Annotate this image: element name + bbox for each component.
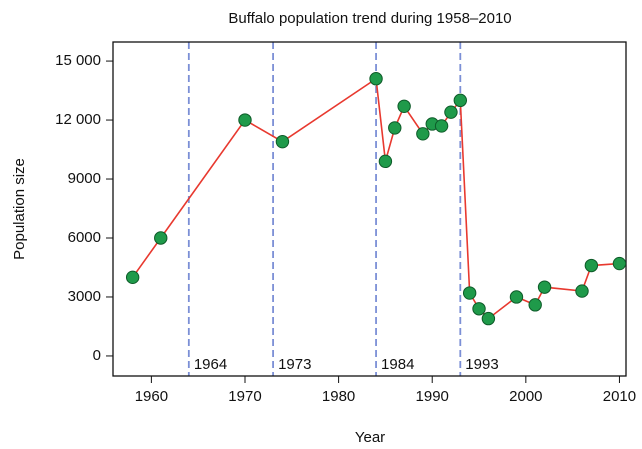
x-tick-label: 2000	[509, 388, 542, 405]
chart-title: Buffalo population trend during 1958–201…	[228, 10, 511, 27]
data-point	[612, 256, 627, 271]
reference-label: 1973	[278, 356, 311, 373]
data-point	[584, 258, 599, 273]
plot-frame	[112, 41, 627, 377]
data-point	[154, 231, 168, 245]
y-tick-label: 0	[93, 347, 101, 364]
data-point	[537, 280, 552, 294]
data-point	[238, 113, 252, 127]
x-tick-label: 2010	[603, 388, 636, 405]
y-tick-label: 6000	[68, 229, 101, 246]
data-point	[444, 105, 458, 119]
data-point	[575, 284, 589, 298]
data-point	[528, 298, 542, 312]
data-point	[378, 154, 393, 169]
data-point	[434, 119, 449, 133]
y-tick-label: 15 000	[55, 52, 101, 69]
data-point	[453, 93, 468, 108]
data-line	[132, 77, 620, 320]
data-point	[397, 99, 411, 113]
data-point	[481, 311, 496, 326]
data-point	[509, 290, 524, 304]
reference-label: 1984	[381, 356, 414, 373]
x-tick-label: 1960	[135, 388, 168, 405]
x-tick-label: 1980	[322, 388, 355, 405]
data-point	[416, 127, 430, 141]
data-point	[388, 121, 402, 135]
data-point	[462, 286, 477, 300]
x-tick-label: 1990	[416, 388, 449, 405]
x-tick-label: 1970	[228, 388, 261, 405]
y-tick-label: 3000	[68, 288, 101, 305]
y-tick-label: 12 000	[55, 111, 101, 128]
y-axis-label: Population size	[11, 158, 28, 260]
x-axis-label: Year	[355, 429, 385, 446]
data-point	[472, 302, 486, 316]
data-point	[125, 270, 140, 285]
data-point	[275, 134, 290, 149]
data-point	[369, 72, 383, 86]
y-tick-label: 9000	[68, 170, 101, 187]
reference-label: 1993	[465, 356, 498, 373]
reference-label: 1964	[194, 356, 227, 373]
